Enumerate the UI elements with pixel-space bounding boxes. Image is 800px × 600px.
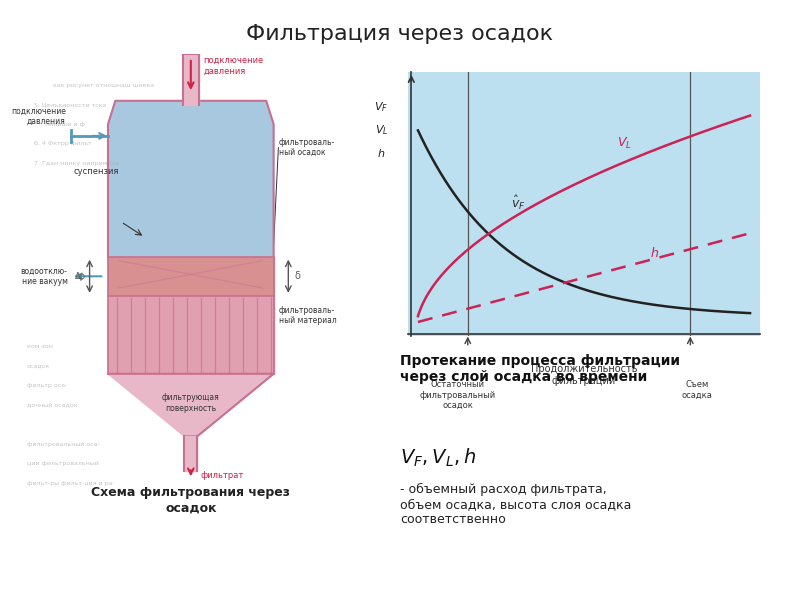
Text: водоотклю-
ние вакуум: водоотклю- ние вакуум — [21, 266, 67, 286]
Polygon shape — [108, 257, 274, 296]
Text: $V_F,V_L,h$: $V_F,V_L,h$ — [400, 447, 476, 469]
Text: 7. Гдан нинку нипримите: 7. Гдан нинку нипримите — [34, 161, 119, 166]
Text: - объемный расход фильтрата,
объем осадка, высота слоя осадка
соответственно: - объемный расход фильтрата, объем осадк… — [400, 483, 631, 526]
Text: h: h — [650, 247, 658, 260]
Text: ком зон: ком зон — [27, 344, 53, 349]
Text: как рисунет отношнаш шнека: как рисунет отношнаш шнека — [53, 83, 154, 88]
Text: Фильтрация через осадок: Фильтрация через осадок — [246, 24, 554, 44]
Polygon shape — [108, 296, 274, 374]
Text: подключение
давления: подключение давления — [11, 107, 66, 126]
Text: дочный осадок: дочный осадок — [27, 403, 78, 407]
Text: фильтроваль-
ный осадок: фильтроваль- ный осадок — [279, 138, 335, 157]
Text: Остаточный
фильтровальный
осадок: Остаточный фильтровальный осадок — [420, 380, 496, 410]
Text: фильтроваль-
ный материал: фильтроваль- ный материал — [279, 305, 337, 325]
Text: 6. 4 Фктрр фильт: 6. 4 Фктрр фильт — [34, 141, 92, 146]
Text: фильтр оса-: фильтр оса- — [27, 383, 67, 388]
Text: Продолжительность
фильтрации: Продолжительность фильтрации — [530, 364, 638, 386]
Text: Съем
осадка: Съем осадка — [682, 380, 712, 400]
Polygon shape — [108, 374, 274, 436]
Text: фильт-ры фильт-ция и ра-: фильт-ры фильт-ция и ра- — [27, 481, 114, 485]
Text: фильтровальный оса-: фильтровальный оса- — [27, 442, 100, 446]
Polygon shape — [108, 101, 274, 257]
Text: ниниши и ф: ниниши и ф — [46, 122, 86, 127]
Text: h: h — [378, 149, 385, 159]
Text: осадок: осадок — [27, 364, 50, 368]
Text: фильтрат: фильтрат — [200, 470, 243, 480]
Text: 5. Целькионости тска: 5. Целькионости тска — [34, 102, 106, 107]
Text: $\hat{v}_F$: $\hat{v}_F$ — [511, 193, 526, 212]
Text: Схема фильтрования через
осадок: Схема фильтрования через осадок — [91, 486, 290, 514]
Text: ции фильтровальный: ции фильтровальный — [27, 461, 99, 466]
Text: фильтрующая
поверхность: фильтрующая поверхность — [162, 394, 220, 413]
Text: суспензия: суспензия — [74, 166, 119, 175]
Text: Δp: Δp — [75, 272, 86, 281]
Text: Протекание процесса фильтрации
через слой осадка во времени: Протекание процесса фильтрации через сло… — [400, 354, 680, 384]
Text: подключение
давления: подключение давления — [204, 56, 264, 76]
Text: δ: δ — [294, 271, 301, 281]
Text: $V_L$: $V_L$ — [374, 124, 388, 137]
Text: $V_F$: $V_F$ — [374, 100, 389, 114]
Text: $V_L$: $V_L$ — [618, 136, 632, 151]
